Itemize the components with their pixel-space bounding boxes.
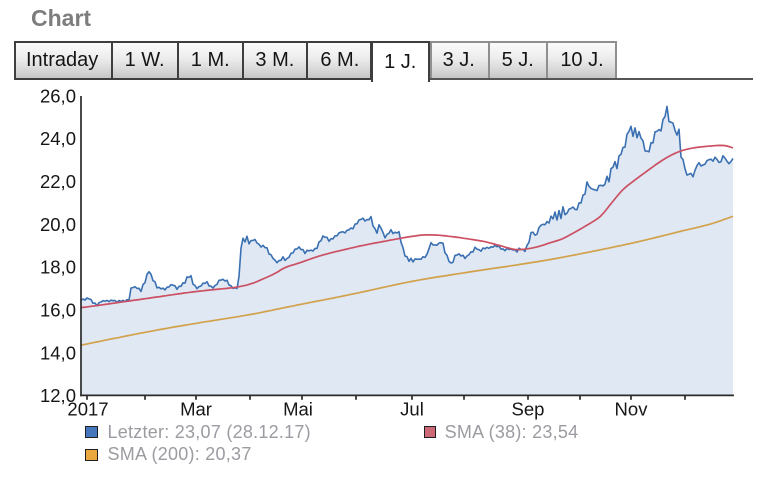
svg-text:24,0: 24,0 xyxy=(40,128,76,149)
svg-text:Mai: Mai xyxy=(283,399,313,420)
svg-text:12,0: 12,0 xyxy=(40,385,76,406)
svg-text:22,0: 22,0 xyxy=(40,171,76,192)
svg-text:Mar: Mar xyxy=(180,399,212,420)
svg-text:20,0: 20,0 xyxy=(40,214,76,235)
svg-text:26,0: 26,0 xyxy=(40,85,76,106)
svg-text:Jul: Jul xyxy=(400,399,424,420)
svg-text:16,0: 16,0 xyxy=(40,299,76,320)
svg-text:2017: 2017 xyxy=(67,399,108,420)
svg-text:Nov: Nov xyxy=(615,399,649,420)
svg-text:18,0: 18,0 xyxy=(40,257,76,278)
svg-text:Sep: Sep xyxy=(512,399,545,420)
svg-text:14,0: 14,0 xyxy=(40,342,76,363)
